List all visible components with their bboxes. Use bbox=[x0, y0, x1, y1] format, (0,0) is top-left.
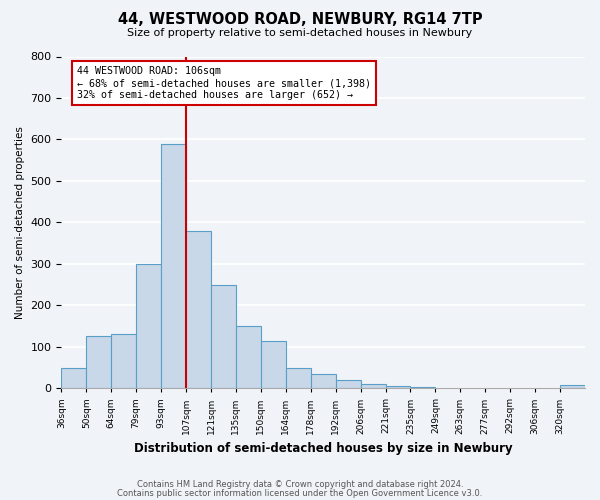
Bar bbox=[86, 336, 111, 388]
Bar bbox=[286, 368, 311, 388]
Text: Contains HM Land Registry data © Crown copyright and database right 2024.: Contains HM Land Registry data © Crown c… bbox=[137, 480, 463, 489]
Bar bbox=[61, 368, 86, 388]
X-axis label: Distribution of semi-detached houses by size in Newbury: Distribution of semi-detached houses by … bbox=[134, 442, 512, 455]
Bar bbox=[261, 340, 286, 388]
Bar bbox=[335, 380, 361, 388]
Bar bbox=[111, 334, 136, 388]
Bar bbox=[236, 326, 261, 388]
Bar bbox=[136, 264, 161, 388]
Text: Contains public sector information licensed under the Open Government Licence v3: Contains public sector information licen… bbox=[118, 488, 482, 498]
Text: Size of property relative to semi-detached houses in Newbury: Size of property relative to semi-detach… bbox=[127, 28, 473, 38]
Bar bbox=[560, 385, 585, 388]
Bar bbox=[161, 144, 186, 388]
Bar bbox=[186, 230, 211, 388]
Text: 44, WESTWOOD ROAD, NEWBURY, RG14 7TP: 44, WESTWOOD ROAD, NEWBURY, RG14 7TP bbox=[118, 12, 482, 28]
Y-axis label: Number of semi-detached properties: Number of semi-detached properties bbox=[15, 126, 25, 319]
Bar bbox=[386, 386, 410, 388]
Bar bbox=[361, 384, 386, 388]
Bar bbox=[211, 284, 236, 389]
Bar bbox=[311, 374, 335, 388]
Text: 44 WESTWOOD ROAD: 106sqm
← 68% of semi-detached houses are smaller (1,398)
32% o: 44 WESTWOOD ROAD: 106sqm ← 68% of semi-d… bbox=[77, 66, 371, 100]
